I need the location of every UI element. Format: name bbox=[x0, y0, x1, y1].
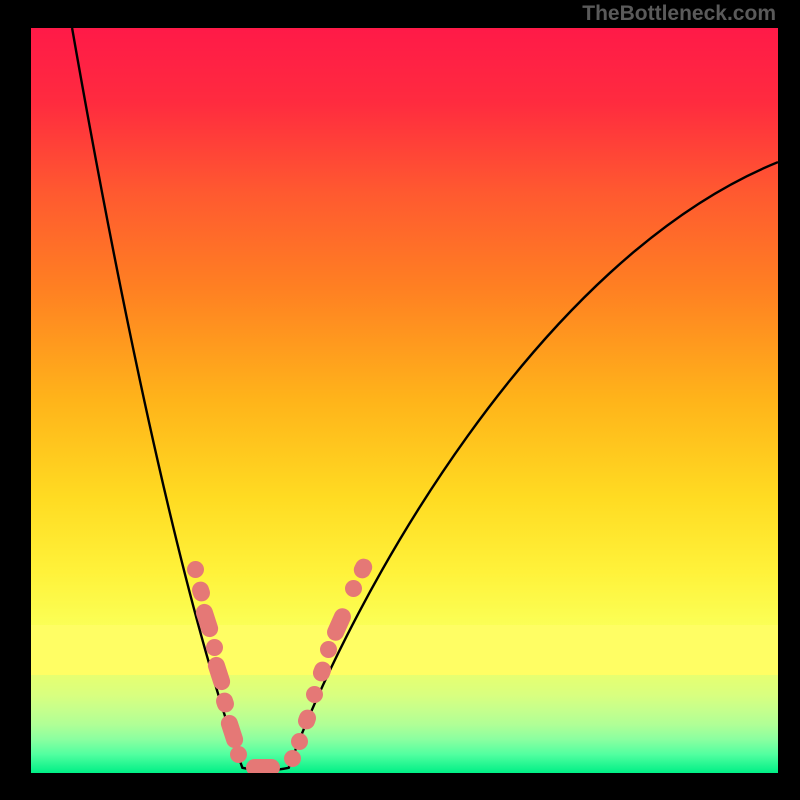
marker-dot bbox=[306, 686, 323, 703]
marker-capsule bbox=[246, 759, 280, 773]
marker-dot bbox=[187, 561, 204, 578]
marker-dot bbox=[230, 746, 247, 763]
chart-root: TheBottleneck.com bbox=[0, 0, 800, 800]
marker-dot bbox=[284, 750, 301, 767]
marker-dot bbox=[320, 641, 337, 658]
plot-area bbox=[31, 28, 778, 773]
v-curve-path bbox=[72, 28, 778, 770]
v-curve bbox=[31, 28, 778, 773]
marker-dot bbox=[206, 639, 223, 656]
watermark-text: TheBottleneck.com bbox=[582, 2, 776, 26]
